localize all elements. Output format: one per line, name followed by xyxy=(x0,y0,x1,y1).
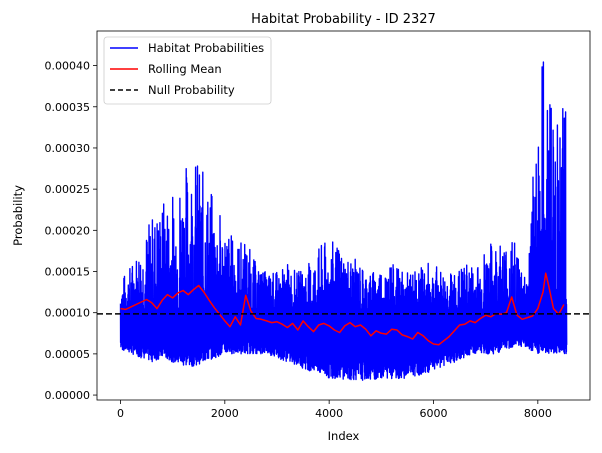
series-layer xyxy=(97,61,590,381)
y-tick-label: 0.00000 xyxy=(45,389,91,402)
series-habitat-probabilities xyxy=(119,61,568,381)
y-tick-label: 0.00025 xyxy=(45,183,91,196)
x-tick-label: 4000 xyxy=(315,407,343,420)
legend-label: Habitat Probabilities xyxy=(148,41,264,55)
legend-label: Rolling Mean xyxy=(148,62,222,76)
y-tick-label: 0.00005 xyxy=(45,348,91,361)
y-tick-label: 0.00030 xyxy=(45,142,91,155)
legend-box xyxy=(103,36,272,105)
x-tick-label: 8000 xyxy=(524,407,552,420)
legend-label: Null Probability xyxy=(148,83,235,97)
x-axis: 0 2000 4000 6000 8000 xyxy=(117,400,552,420)
y-tick-label: 0.00035 xyxy=(45,101,91,114)
x-axis-label: Index xyxy=(328,429,360,443)
chart-title: Habitat Probability - ID 2327 xyxy=(251,12,436,27)
y-axis-label: Probability xyxy=(11,185,25,246)
y-tick-label: 0.00040 xyxy=(45,60,91,73)
y-tick-label: 0.00020 xyxy=(45,224,91,237)
x-tick-label: 2000 xyxy=(211,407,239,420)
legend: Habitat Probabilities Rolling Mean Null Pr… xyxy=(103,36,272,105)
y-tick-label: 0.00015 xyxy=(45,266,91,279)
x-tick-label: 6000 xyxy=(419,407,447,420)
x-tick-label: 0 xyxy=(117,407,124,420)
y-axis: 0.00000 0.00005 0.00010 0.00015 0.00020 0.000… xyxy=(45,60,97,402)
y-tick-label: 0.00010 xyxy=(45,307,91,320)
plot-frame xyxy=(96,30,591,401)
